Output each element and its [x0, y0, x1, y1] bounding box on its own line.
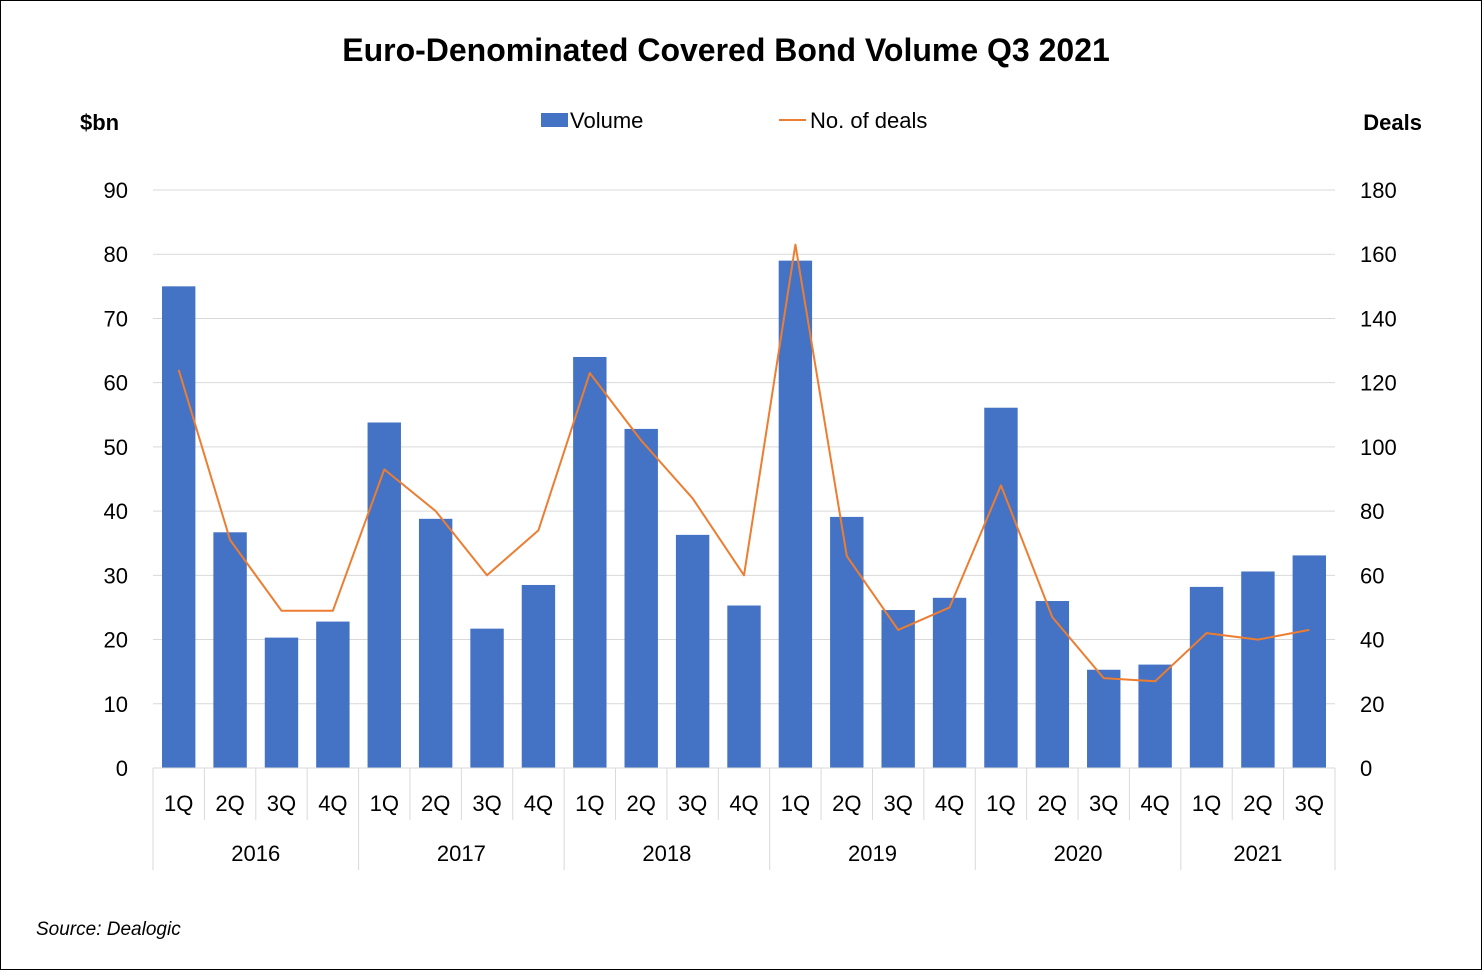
chart-title: Euro-Denominated Covered Bond Volume Q3 … — [342, 32, 1110, 68]
volume-bar — [984, 407, 1018, 768]
category-label: 4Q — [318, 791, 347, 816]
category-label: 1Q — [1192, 791, 1221, 816]
category-label: 2Q — [627, 791, 656, 816]
deals-line-series — [177, 243, 1310, 683]
year-label: 2018 — [642, 841, 691, 866]
year-label: 2017 — [437, 841, 486, 866]
category-label: 4Q — [524, 791, 553, 816]
left-tick-label: 60 — [104, 371, 128, 396]
left-tick-label: 0 — [116, 756, 128, 781]
right-axis-unit: Deals — [1363, 110, 1422, 135]
right-tick-label: 180 — [1360, 178, 1397, 203]
volume-bar — [778, 260, 813, 768]
category-label: 1Q — [986, 791, 1015, 816]
volume-bar — [932, 597, 967, 768]
volume-bar — [1087, 669, 1121, 768]
legend: Volume No. of deals — [541, 108, 927, 133]
right-tick-label: 80 — [1360, 499, 1384, 524]
left-tick-label: 20 — [104, 628, 128, 653]
category-label: 1Q — [781, 791, 810, 816]
right-tick-label: 120 — [1360, 371, 1397, 396]
category-label: 3Q — [883, 791, 912, 816]
left-tick-label: 90 — [104, 178, 128, 203]
volume-bar — [1241, 571, 1275, 768]
right-tick-label: 0 — [1360, 756, 1372, 781]
left-tick-label: 50 — [104, 435, 128, 460]
right-tick-label: 160 — [1360, 242, 1397, 267]
volume-bar — [727, 605, 761, 768]
category-label: 3Q — [1295, 791, 1324, 816]
volume-bar — [624, 428, 658, 768]
right-tick-label: 20 — [1360, 692, 1384, 717]
volume-bar — [316, 621, 350, 768]
category-label: 2Q — [1243, 791, 1272, 816]
category-label: 3Q — [1089, 791, 1118, 816]
category-label: 1Q — [370, 791, 399, 816]
left-axis-unit: $bn — [80, 110, 119, 135]
volume-bar — [367, 422, 401, 768]
category-label: 3Q — [678, 791, 707, 816]
deals-line — [177, 243, 1310, 683]
left-tick-label: 80 — [104, 242, 128, 267]
year-label: 2019 — [848, 841, 897, 866]
volume-bar — [161, 286, 196, 768]
category-label: 4Q — [729, 791, 758, 816]
category-label: 2Q — [421, 791, 450, 816]
right-axis-ticks: 0 20 40 60 80 100 120 140 160 180 — [1360, 178, 1397, 781]
legend-volume-label: Volume — [570, 108, 643, 133]
left-tick-label: 10 — [104, 692, 128, 717]
left-tick-label: 40 — [104, 499, 128, 524]
category-label: 3Q — [472, 791, 501, 816]
left-tick-label: 70 — [104, 306, 128, 331]
left-axis-ticks: 0 10 20 30 40 50 60 70 80 90 — [104, 178, 128, 781]
category-label: 2Q — [215, 791, 244, 816]
category-label: 1Q — [575, 791, 604, 816]
category-axis: 1Q 2Q 3Q 4Q 1Q 2Q 3Q 4Q 1Q 2Q 3Q 4Q 1Q 2Q 3Q 4Q 1Q 2Q 3Q 4Q… — [152, 767, 1336, 870]
volume-bar — [264, 637, 299, 768]
source-note: Source: Dealogic — [36, 919, 181, 940]
volume-bar — [1035, 601, 1070, 768]
volume-bar — [881, 610, 915, 768]
right-tick-label: 40 — [1360, 628, 1384, 653]
volume-bar — [418, 518, 453, 768]
year-label: 2016 — [231, 841, 280, 866]
volume-bar — [470, 628, 504, 768]
right-tick-label: 60 — [1360, 563, 1384, 588]
volume-bars — [161, 260, 1327, 768]
right-tick-label: 100 — [1360, 435, 1397, 460]
category-label: 3Q — [267, 791, 296, 816]
volume-bar — [1292, 555, 1327, 768]
legend-volume-swatch — [541, 113, 568, 127]
right-tick-label: 140 — [1360, 306, 1397, 331]
volume-bar — [830, 516, 864, 768]
category-label: 1Q — [164, 791, 193, 816]
left-tick-label: 30 — [104, 563, 128, 588]
volume-bar — [675, 534, 710, 768]
year-label: 2020 — [1054, 841, 1103, 866]
category-label: 4Q — [1140, 791, 1169, 816]
volume-bar — [213, 532, 247, 768]
category-label: 4Q — [935, 791, 964, 816]
gridlines — [153, 189, 1335, 705]
volume-bar — [1189, 586, 1224, 768]
category-label: 2Q — [1038, 791, 1067, 816]
volume-bar — [573, 356, 607, 768]
volume-bar — [521, 584, 556, 768]
category-label: 2Q — [832, 791, 861, 816]
year-label: 2021 — [1233, 841, 1282, 866]
legend-deals-label: No. of deals — [810, 108, 927, 133]
